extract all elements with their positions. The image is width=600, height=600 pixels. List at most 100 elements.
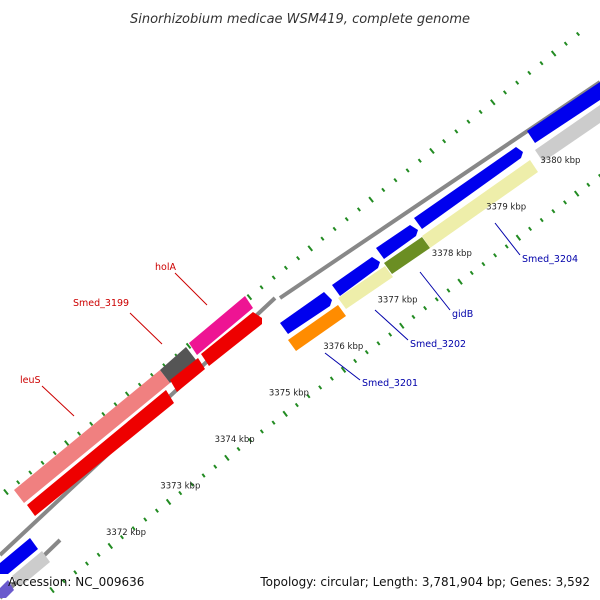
tick-mark: [490, 99, 496, 106]
tick-mark: [73, 570, 78, 575]
tick-mark: [282, 410, 288, 417]
tick-mark: [236, 446, 241, 452]
tick-mark: [306, 394, 311, 399]
tick-mark: [478, 109, 483, 115]
tick-mark: [296, 255, 301, 261]
tick-mark: [307, 245, 314, 252]
tick-mark: [527, 70, 532, 76]
tick-mark: [442, 139, 447, 144]
label-Smed_3201: Smed_3201: [362, 378, 418, 389]
gene-Smed_3201[interactable]: [288, 305, 346, 351]
tick-mark: [586, 182, 591, 188]
tick-mark: [563, 41, 568, 46]
tick-mark: [64, 440, 70, 447]
gene-gidB[interactable]: [384, 237, 430, 274]
tick-mark: [131, 526, 136, 531]
tick-mark: [143, 517, 148, 522]
gene-holA[interactable]: [189, 296, 253, 355]
gene-blue-2[interactable]: [332, 257, 380, 296]
gene-blue-4[interactable]: [414, 147, 523, 229]
tick-mark: [405, 168, 410, 173]
tick-mark: [201, 473, 206, 478]
tick-mark: [61, 578, 66, 584]
gene-blue-bottom[interactable]: [0, 538, 38, 574]
gene-Smed_3199[interactable]: [160, 347, 196, 383]
tick-mark: [376, 341, 381, 346]
leader-holA: [174, 272, 208, 306]
tick-mark: [271, 420, 276, 425]
tick-mark: [423, 305, 428, 311]
label-Smed_3199: Smed_3199: [73, 298, 129, 309]
tick-mark: [515, 234, 522, 241]
tick-mark: [28, 470, 33, 475]
tick-mark: [528, 226, 533, 232]
tick-mark: [248, 438, 253, 443]
inner-tick-row: [49, 173, 600, 594]
tick-labels: 3372 kbp 3373 kbp 3374 kbp 3375 kbp 3376 kbp…: [106, 156, 580, 538]
topology-text: Topology: circular; Length: 3,781,904 bp…: [259, 575, 590, 589]
tick-mark: [294, 402, 299, 408]
label-leuS: leuS: [20, 375, 41, 386]
gene-blue-3[interactable]: [376, 225, 418, 259]
tick-mark: [84, 561, 89, 566]
tick-label: 3379 kbp: [486, 203, 526, 213]
gene-red-1[interactable]: [27, 390, 174, 516]
tick-mark: [332, 226, 337, 232]
leader-Smed_3202: [374, 309, 409, 341]
gene-blue-5[interactable]: [527, 82, 600, 143]
gene-Smed_3202[interactable]: [338, 266, 393, 309]
tick-label: 3375 kbp: [269, 389, 309, 399]
gene-Smed_3204[interactable]: [422, 160, 538, 248]
tick-mark: [320, 236, 325, 241]
gene-gray-bottom[interactable]: [12, 551, 50, 587]
leader-Smed_3201: [324, 352, 361, 381]
tick-mark: [539, 61, 544, 66]
tick-mark: [434, 297, 439, 302]
tick-mark: [259, 285, 264, 290]
leader-gidB: [419, 271, 451, 311]
tick-mark: [393, 177, 398, 183]
tick-mark: [550, 50, 557, 57]
leader-Smed_3199: [129, 312, 163, 345]
tick-mark: [40, 460, 45, 465]
tick-mark: [469, 270, 474, 276]
gene-red-3[interactable]: [201, 312, 262, 366]
tick-mark: [356, 207, 361, 212]
tick-mark: [344, 216, 349, 222]
label-Smed_3204: Smed_3204: [522, 254, 578, 265]
tick-mark: [502, 90, 508, 95]
map-title: Sinorhizobium medicae WSM419, complete g…: [130, 12, 470, 27]
leader-Smed_3204: [494, 222, 521, 256]
tick-label: 3378 kbp: [432, 249, 472, 259]
tick-mark: [340, 366, 347, 373]
tick-label: 3373 kbp: [160, 482, 200, 492]
tick-mark: [575, 31, 581, 37]
tick-mark: [52, 450, 57, 456]
label-Smed_3202: Smed_3202: [410, 339, 466, 350]
tick-mark: [466, 119, 471, 124]
gene-purple-bottom[interactable]: [0, 580, 14, 598]
gene-leuS[interactable]: [14, 370, 170, 503]
tick-mark: [381, 187, 386, 193]
tick-mark: [113, 402, 118, 407]
label-gidB: gidB: [452, 309, 473, 320]
tick-label: 3374 kbp: [215, 435, 255, 445]
tick-mark: [189, 482, 194, 487]
tick-label: 3376 kbp: [323, 342, 363, 352]
gene-blue-1[interactable]: [280, 292, 332, 334]
tick-mark: [446, 288, 451, 293]
gene-red-2[interactable]: [170, 358, 205, 392]
tick-mark: [597, 173, 600, 178]
tick-mark: [101, 411, 106, 417]
tick-mark: [399, 322, 405, 329]
tick-mark: [388, 332, 393, 337]
tick-mark: [16, 480, 21, 485]
tick-mark: [454, 129, 459, 134]
tick-mark: [481, 261, 486, 267]
tick-mark: [504, 244, 509, 249]
tick-mark: [573, 190, 580, 197]
tick-mark: [411, 314, 416, 320]
tick-mark: [551, 209, 556, 214]
gene-gray-1[interactable]: [535, 105, 600, 162]
